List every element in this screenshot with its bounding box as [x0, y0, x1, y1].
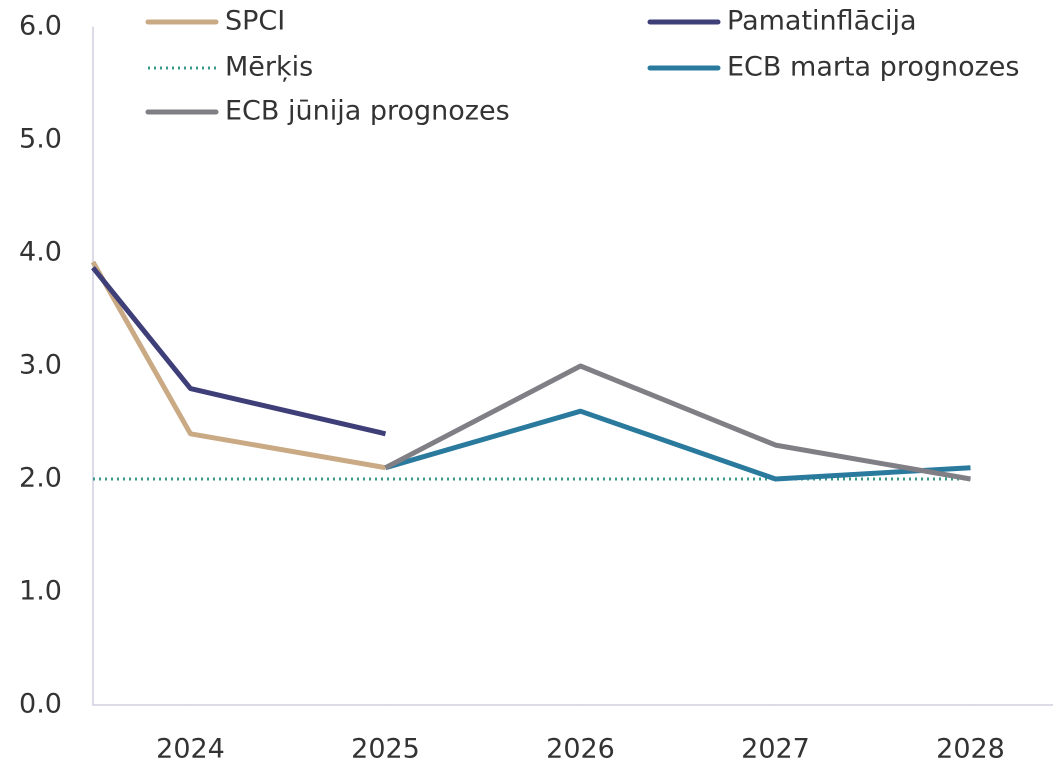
x-tick-label: 2028: [936, 734, 1005, 765]
legend-label: ECB marta prognozes: [727, 52, 1019, 83]
x-tick-label: 2024: [156, 734, 225, 765]
y-tick-label: 3.0: [19, 350, 62, 381]
x-tick-label: 2025: [351, 734, 420, 765]
x-tick-label: 2027: [741, 734, 810, 765]
y-tick-label: 4.0: [19, 237, 62, 268]
series-line: [384, 408, 971, 482]
legend-label: SPCI: [225, 6, 285, 37]
legend-label: Mērķis: [225, 52, 313, 83]
y-tick-label: 0.0: [19, 689, 62, 720]
series-line: [91, 266, 387, 437]
y-tick-label: 6.0: [19, 11, 62, 42]
legend-label: Pamatinflācija: [727, 6, 917, 37]
y-tick-label: 2.0: [19, 463, 62, 494]
series-line: [384, 363, 971, 482]
x-tick-label: 2026: [546, 734, 615, 765]
y-tick-label: 1.0: [19, 576, 62, 607]
y-tick-label: 5.0: [19, 124, 62, 155]
legend-label: ECB jūnija prognozes: [225, 96, 510, 127]
series-line: [90, 260, 386, 471]
